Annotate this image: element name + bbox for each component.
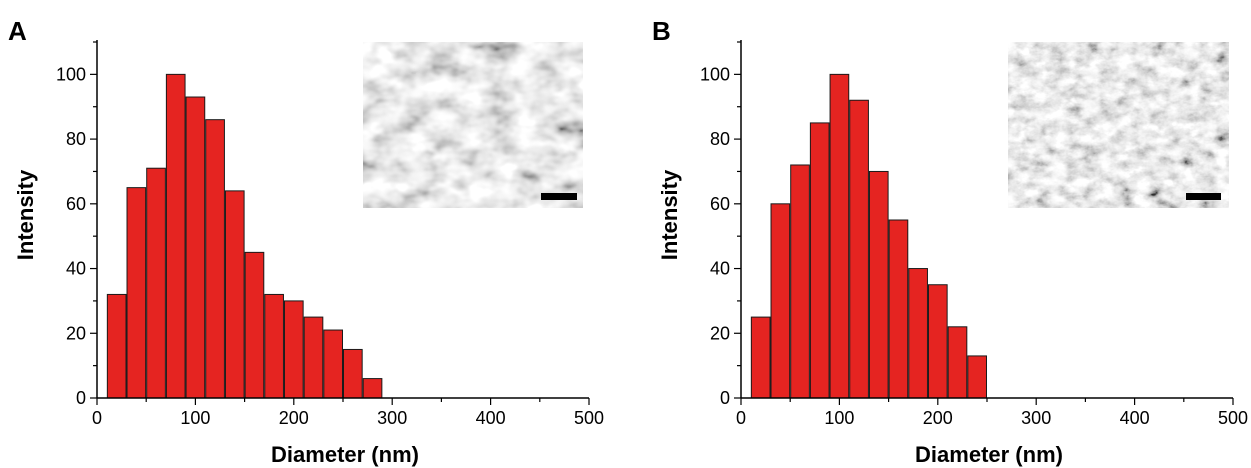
y-tick-label: 60	[710, 194, 730, 214]
bar	[264, 293, 284, 399]
bar	[362, 378, 383, 399]
bar	[146, 167, 166, 399]
bar	[106, 293, 127, 399]
panel-a: A Intensity Diameter (nm) 0 100 200 300 400 5…	[8, 16, 604, 467]
bar	[283, 300, 304, 399]
y-tick-label: 0	[720, 388, 730, 408]
y-tick-label: 40	[66, 259, 86, 279]
y-tick-label: 100	[700, 64, 730, 84]
y-tick-label: 20	[710, 323, 730, 343]
x-tick-label: 400	[1120, 408, 1150, 428]
bar	[343, 348, 363, 399]
bar	[323, 329, 344, 399]
bar	[967, 355, 988, 399]
bar	[224, 190, 245, 399]
bar	[205, 119, 225, 399]
scale-bar	[541, 193, 577, 200]
x-tick-label: 200	[279, 408, 309, 428]
bar	[303, 316, 324, 399]
x-tick-label: 300	[1021, 408, 1051, 428]
scale-bar	[1186, 193, 1221, 200]
x-tick-label: 400	[476, 408, 506, 428]
panel-label: B	[652, 16, 671, 46]
panel-label: A	[8, 16, 27, 46]
bar	[888, 219, 909, 399]
x-tick-label: 200	[923, 408, 953, 428]
y-tick-label: 80	[66, 129, 86, 149]
bar	[809, 122, 830, 399]
x-axis-title: Diameter (nm)	[915, 442, 1063, 467]
y-axis-title: Intensity	[13, 169, 38, 260]
bars	[750, 73, 988, 399]
sem-inset-image	[363, 42, 583, 208]
bar	[126, 187, 147, 399]
y-tick-label: 20	[66, 323, 86, 343]
bar	[244, 251, 265, 399]
bar	[165, 73, 186, 399]
bar	[750, 316, 771, 399]
x-tick-label: 500	[574, 408, 604, 428]
x-tick-label: 500	[1218, 408, 1248, 428]
sem-inset-image	[1008, 42, 1229, 208]
bar	[947, 326, 968, 399]
bar	[185, 96, 206, 399]
bar	[790, 164, 810, 399]
y-axis-title: Intensity	[657, 169, 682, 260]
x-tick-label: 100	[180, 408, 210, 428]
y-tick-label: 40	[710, 259, 730, 279]
x-axis-title: Diameter (nm)	[271, 442, 419, 467]
y-tick-label: 80	[710, 129, 730, 149]
panel-b: B Intensity Diameter (nm) 0 100 200 300 400 5…	[652, 16, 1248, 467]
x-tick-label: 0	[736, 408, 746, 428]
y-tick-label: 100	[56, 64, 86, 84]
bar	[908, 268, 928, 399]
y-tick-label: 60	[66, 194, 86, 214]
x-tick-label: 100	[824, 408, 854, 428]
bar	[770, 203, 791, 399]
bars	[106, 73, 383, 399]
x-tick-label: 300	[377, 408, 407, 428]
bar	[927, 284, 948, 399]
y-tick-label: 0	[76, 388, 86, 408]
bar	[868, 170, 889, 399]
bar	[849, 99, 869, 399]
x-tick-label: 0	[92, 408, 102, 428]
bar	[829, 73, 850, 399]
